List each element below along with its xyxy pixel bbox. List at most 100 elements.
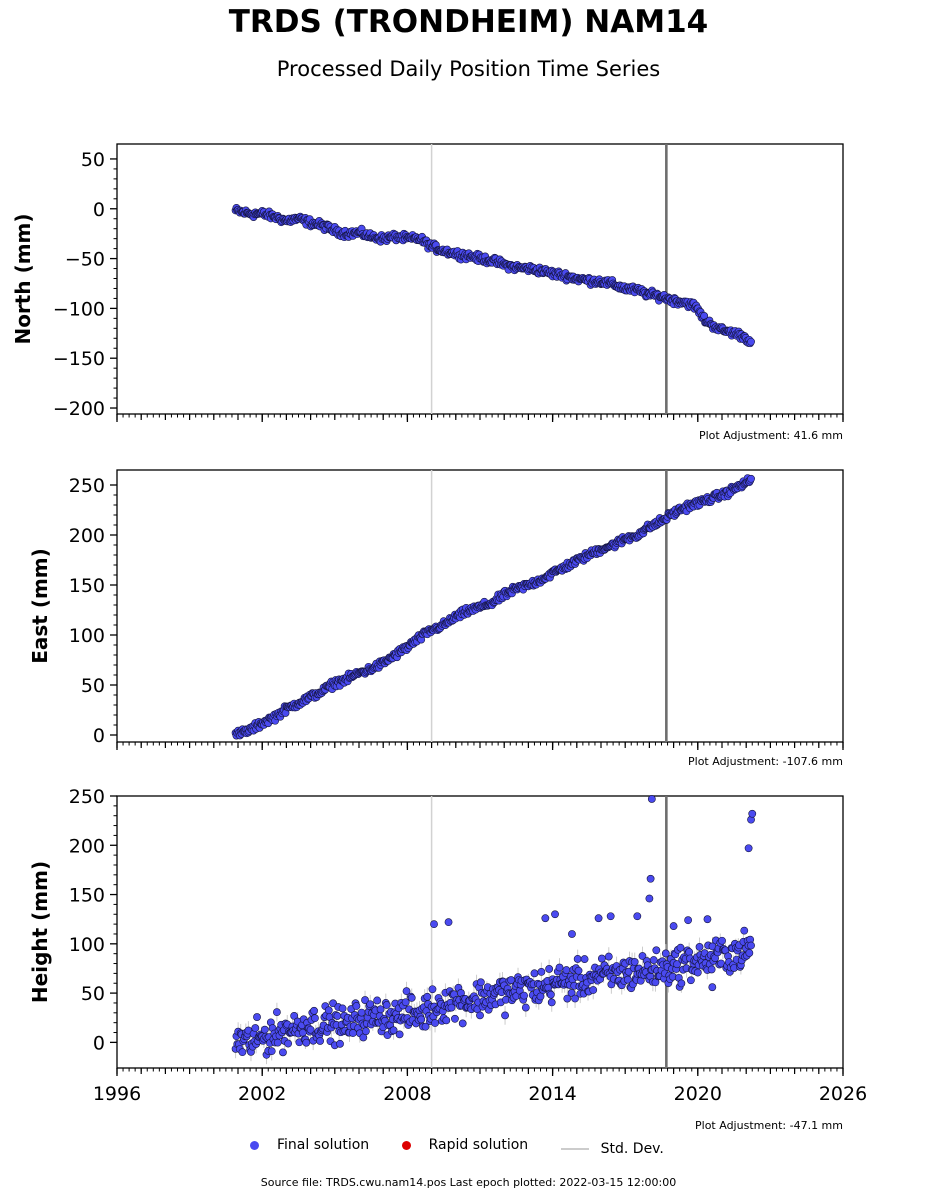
height-data-point [251,1024,260,1032]
height-data-point [290,1011,299,1020]
height-data-point [357,1008,366,1017]
height-data-point [580,955,589,963]
height-data-point [597,954,606,963]
east-y-tick-label: 250 [69,475,105,497]
height-outlier-point [633,912,642,921]
height-data-point [693,968,702,977]
height-outlier-point [669,922,678,930]
height-data-point [574,966,583,975]
height-data-point [352,1002,361,1010]
height-data-point [421,1022,430,1031]
height-data-point [520,991,528,1000]
height-data-point [253,1013,261,1021]
east-y-tick-label: 0 [93,725,105,747]
legend-final-label: Final solution [277,1137,370,1153]
height-data-point [677,979,686,988]
height-data-point [362,1027,370,1036]
height-data-point [676,943,685,952]
height-data-point [336,1039,344,1048]
height-data-point [316,1037,325,1045]
height-data-point [530,969,539,978]
height-y-tick-label: 200 [69,835,105,857]
legend-final: Final solution [250,1137,369,1153]
north-y-tick-label: 50 [81,149,105,171]
east-plot-adjustment: Plot Adjustment: -107.6 mm [688,755,843,768]
height-outlier-point [647,795,656,803]
height-data-point [401,998,410,1007]
height-data-point [260,1025,269,1034]
height-outlier-point [708,983,717,992]
height-data-point [476,1011,484,1020]
height-data-point [501,1011,509,1020]
height-data-point [740,926,749,935]
north-y-tick-label: −100 [53,298,105,320]
east-data-point [747,474,755,483]
height-outlier-point [645,894,654,903]
height-data-point [652,946,661,955]
height-outlier-point [568,930,576,938]
height-data-point [267,1047,276,1056]
legend-stddev: Std. Dev. [560,1141,664,1157]
height-data-point [302,1038,311,1047]
height-data-point [451,1014,459,1023]
height-plot-area [116,795,844,1069]
height-data-point [373,996,382,1005]
height-data-point [417,1015,426,1024]
height-data-point [382,1001,391,1009]
height-data-point [562,966,571,974]
height-data-point [279,1048,287,1057]
height-x-tick-label: 2014 [528,1083,576,1105]
east-y-tick-label: 200 [69,525,105,547]
height-data-point [623,975,632,984]
height-data-point [563,994,572,1003]
height-data-point [361,996,369,1004]
height-y-tick-label: 250 [69,786,105,808]
height-y-tick-label: 50 [81,983,105,1005]
north-y-tick-label: −150 [53,348,105,370]
height-x-tick-label: 2002 [238,1083,286,1105]
height-x-tick-label: 2008 [383,1083,431,1105]
east-y-tick-label: 50 [81,675,105,697]
height-outlier-point [594,914,603,923]
height-data-point [366,1000,375,1009]
height-x-tick-label: 2020 [674,1083,722,1105]
height-data-point [745,949,754,957]
height-data-point [395,1030,404,1039]
height-outlier-point [551,910,559,919]
height-data-point [272,1008,281,1017]
height-data-point [476,978,485,987]
height-data-point [284,1039,293,1048]
east-y-tick-label: 100 [69,625,105,647]
north-y-tick-label: −200 [53,398,105,420]
height-data-point [310,1006,318,1015]
height-data-point [545,965,554,973]
height-data-point [431,1019,439,1027]
height-y-tick-label: 0 [93,1032,105,1054]
height-data-point [338,1004,347,1013]
height-data-point [507,976,516,984]
height-data-point [273,1038,282,1047]
height-data-point [521,1003,530,1012]
final-solution-marker-icon [250,1140,259,1150]
height-data-point [589,986,598,994]
height-data-point [567,989,576,997]
north-plot-area [116,143,844,415]
height-data-point [442,1016,451,1025]
std-dev-line-icon [560,1147,589,1150]
height-data-point [604,952,613,961]
height-data-point [718,936,726,945]
height-data-point [537,967,546,976]
legend-rapid-label: Rapid solution [428,1137,529,1153]
height-outlier-point [430,920,438,929]
height-outlier-point [744,844,753,853]
rapid-solution-marker-icon [401,1140,411,1150]
height-outlier-point [703,915,712,924]
height-data-point [546,990,555,999]
height-y-tick-label: 100 [69,934,105,956]
height-data-point [630,958,639,966]
height-x-tick-label: 2026 [819,1083,867,1105]
height-outlier-point [684,916,693,925]
height-data-point [571,994,579,1003]
height-data-point [306,1025,315,1034]
height-data-point [311,1014,319,1023]
